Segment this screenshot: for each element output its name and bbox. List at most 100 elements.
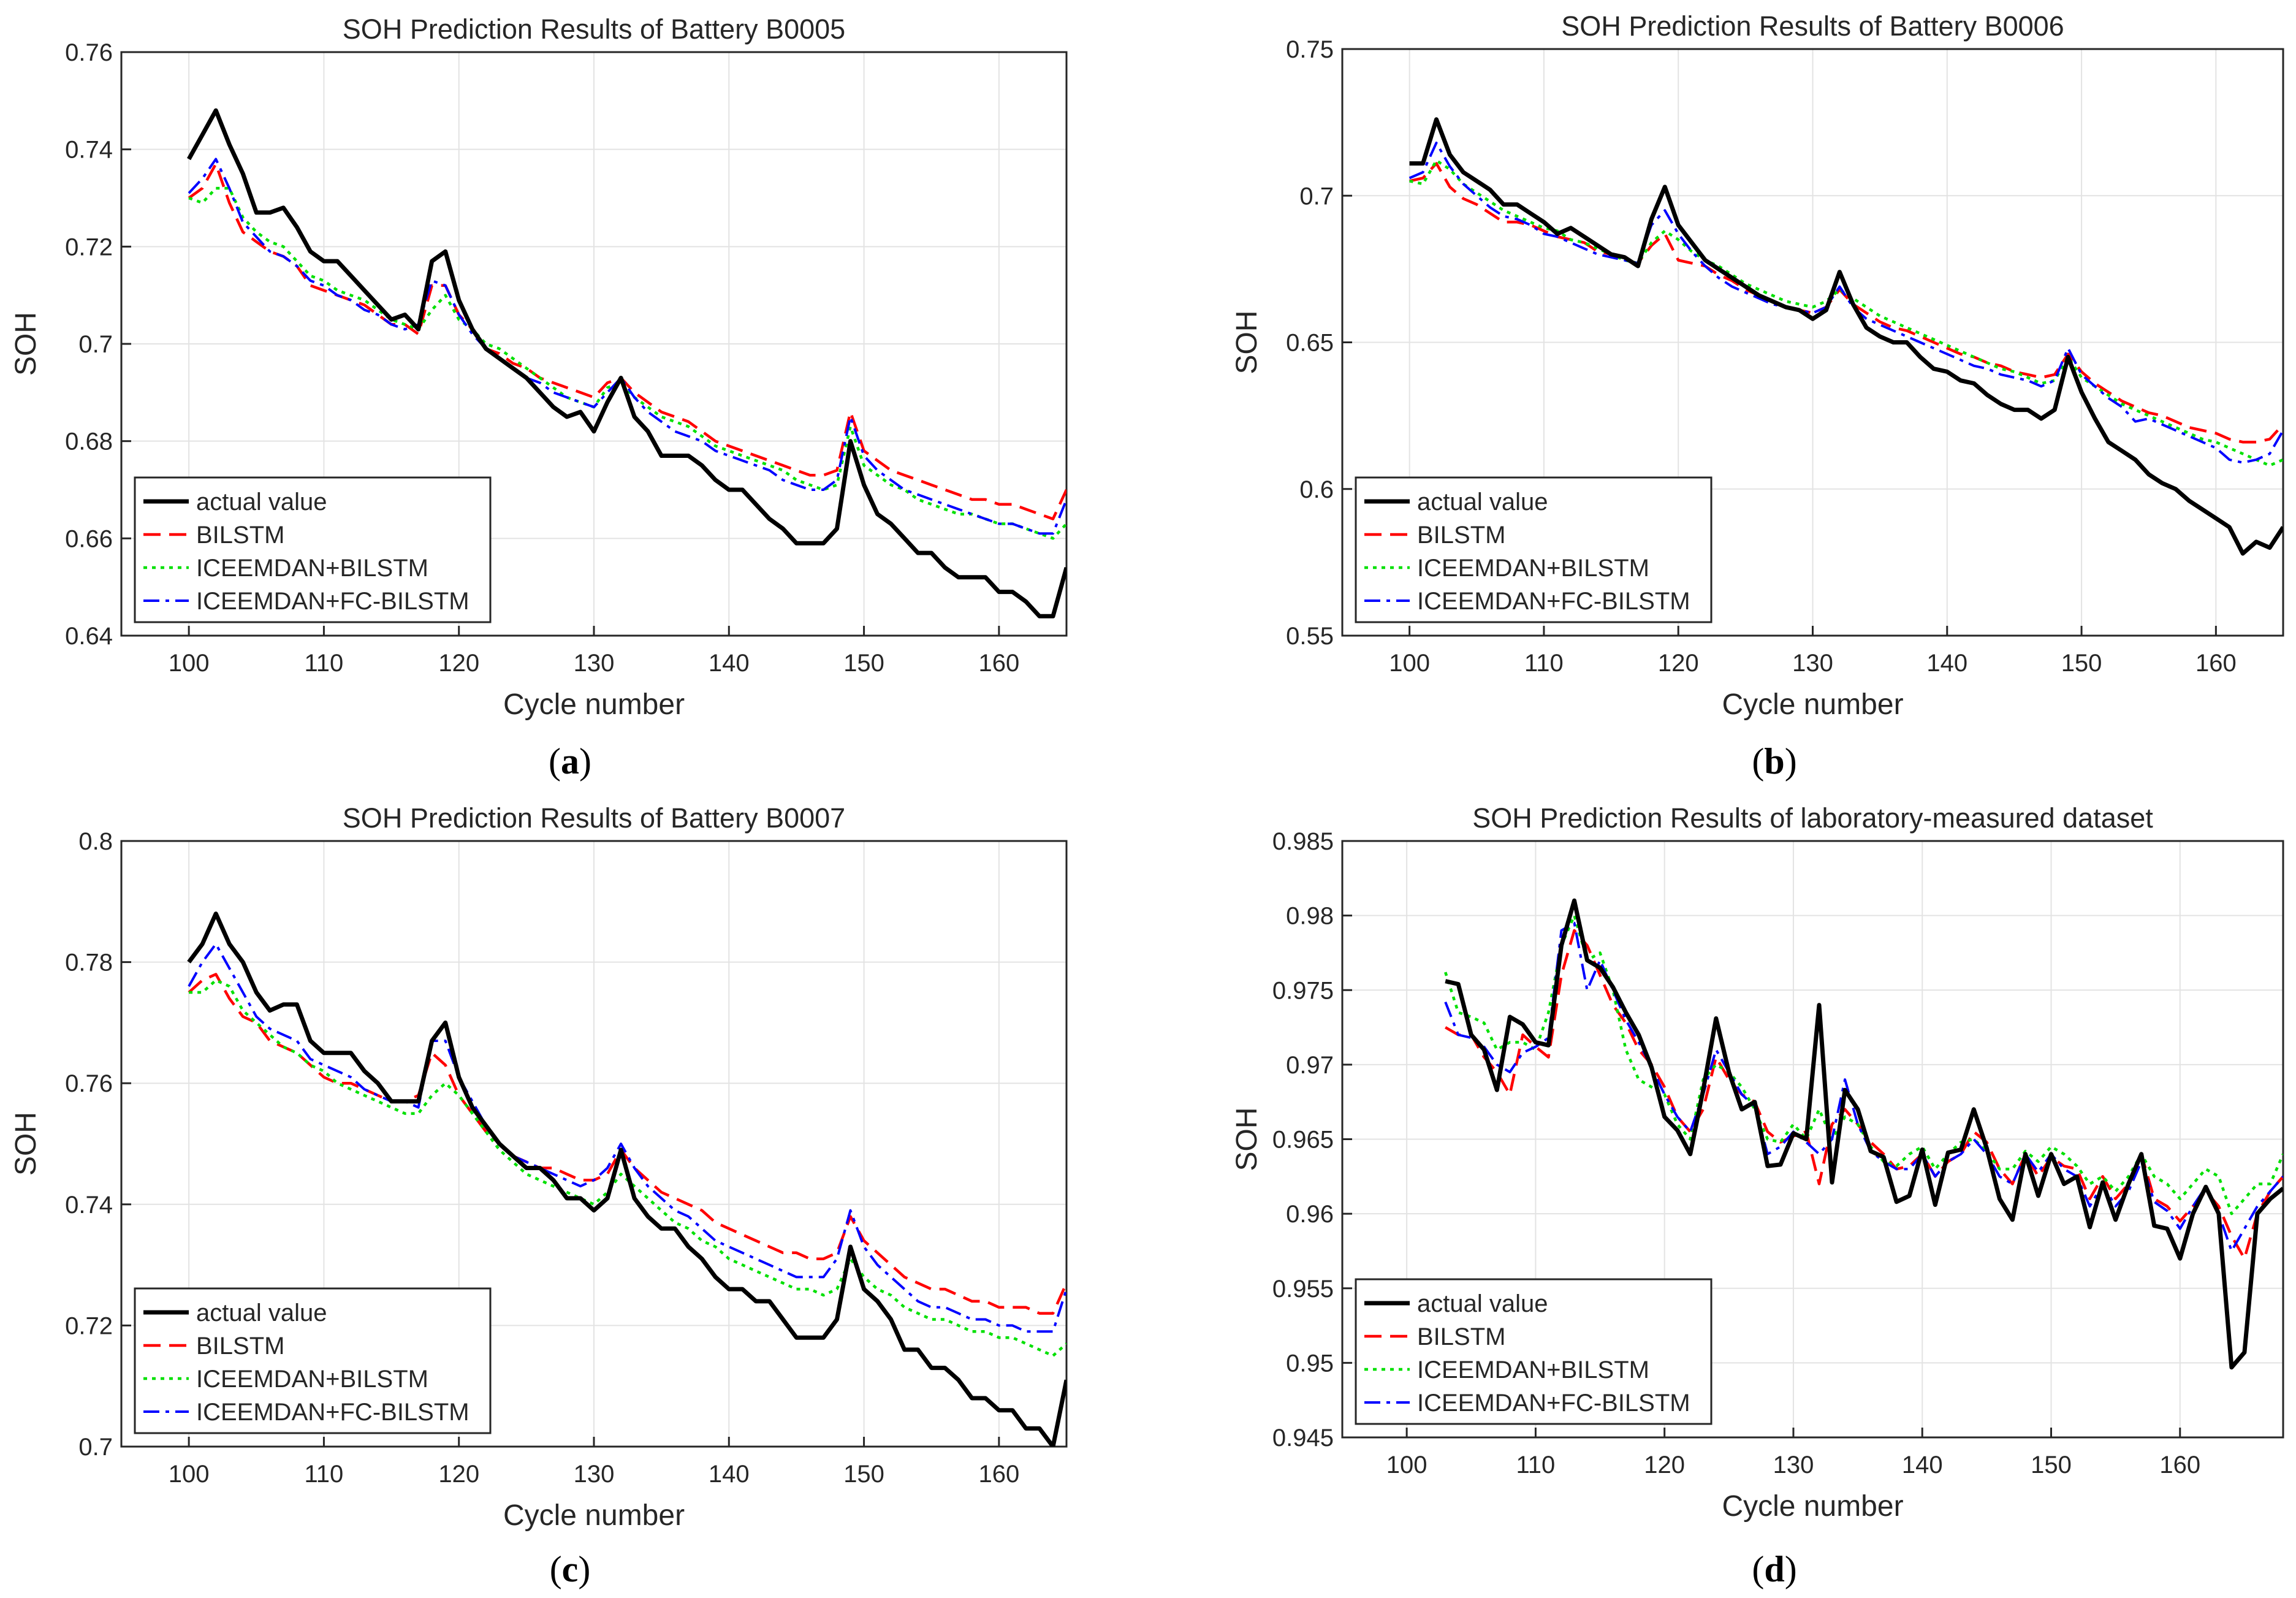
chart-c-legend-label: BILSTM [196,1333,284,1360]
chart-a-x-tick-label: 100 [169,650,210,677]
chart-b-y-axis-label: SOH [1231,310,1263,374]
chart-a-legend-label: BILSTM [196,522,284,549]
chart-c-legend-label: ICEEMDAN+FC-BILSTM [196,1399,469,1426]
chart-c-legend-label: ICEEMDAN+BILSTM [196,1366,428,1393]
chart-d-y-tick-label: 0.95 [1286,1350,1334,1377]
chart-d-x-tick-label: 110 [1516,1452,1556,1478]
chart-d-y-tick-label: 0.98 [1286,903,1334,930]
chart-d-caption-letter: d [1764,1549,1784,1589]
chart-c-x-tick-label: 160 [978,1461,1019,1488]
chart-b-title: SOH Prediction Results of Battery B0006 [1561,10,2064,42]
chart-c-x-tick-label: 150 [843,1461,884,1488]
chart-d-y-tick-label: 0.985 [1272,828,1334,855]
chart-c-y-tick-label: 0.72 [65,1312,113,1339]
chart-b-x-tick-label: 130 [1792,650,1833,677]
chart-c-y-tick-label: 0.78 [65,949,113,976]
chart-b-series-line-iceemdan-fc-bilstm [1408,142,2283,464]
chart-b-x-tick-label: 160 [2195,650,2237,677]
chart-c-y-tick-label: 0.74 [65,1192,113,1219]
chart-d-y-tick-label: 0.955 [1272,1276,1334,1303]
chart-b-legend-box [1355,476,1712,623]
chart-b-legend-label: actual value [1417,489,1548,516]
chart-b-y-tick-label: 0.55 [1286,623,1334,650]
chart-d-x-tick-label: 150 [2031,1452,2072,1478]
chart-a-x-tick-label: 140 [709,650,750,677]
chart-a-y-tick-label: 0.72 [65,234,113,261]
chart-c-legend: actual value BILSTM ICEEMDAN+BILSTM ICEEMDA… [134,1287,492,1434]
chart-b-y-tick-label: 0.6 [1299,476,1334,503]
chart-c-x-tick-label: 110 [305,1461,344,1488]
chart-d-legend-label: actual value [1417,1290,1548,1317]
chart-c-caption-letter: c [562,1549,579,1589]
chart-d-x-tick-label: 120 [1644,1452,1685,1478]
chart-a-caption-letter: a [561,741,579,782]
chart-b-x-tick-label: 110 [1524,650,1564,677]
chart-a-x-tick-label: 150 [843,650,884,677]
chart-panel-d: 100 110 120 130 140 150 160 0.945 0.95 0.955 0.96 0… [1231,802,2284,1589]
chart-panel-a: 100 110 120 130 140 150 160 0.64 0.66 0.68 0.7 0.72… [10,13,1068,782]
chart-c-x-tick-label: 130 [574,1461,615,1488]
chart-d-legend-label: ICEEMDAN+FC-BILSTM [1417,1390,1690,1417]
chart-c-x-tick-label: 120 [438,1461,479,1488]
chart-a-legend-label: actual value [196,489,327,516]
chart-b-caption: (b) [1752,741,1796,782]
chart-c-caption: (c) [550,1549,591,1589]
chart-d-y-tick-label: 0.96 [1286,1201,1334,1228]
chart-c-title: SOH Prediction Results of Battery B0007 [343,802,845,834]
chart-a-x-tick-label: 160 [978,650,1019,677]
chart-b-caption-close: ) [1785,741,1797,782]
chart-d-y-axis-label: SOH [1231,1107,1263,1171]
chart-d-legend: actual value BILSTM ICEEMDAN+BILSTM ICEEMDA… [1355,1278,1712,1425]
chart-c-caption-open: ( [550,1549,562,1589]
chart-a-x-tick-label: 130 [574,650,615,677]
chart-b-y-tick-label: 0.75 [1286,36,1334,63]
chart-d-series-line-iceemdan-fc-bilstm [1444,921,2283,1252]
chart-b-legend-label: ICEEMDAN+BILSTM [1417,555,1649,582]
chart-c-series-line-iceemdan-fc-bilstm [188,943,1066,1333]
chart-a-y-tick-label: 0.74 [65,137,113,164]
chart-c-x-tick-label: 100 [169,1461,210,1488]
chart-b-legend-label: BILSTM [1417,522,1505,549]
chart-a-caption-close: ) [579,741,591,782]
chart-a-x-tick-label: 110 [305,650,344,677]
chart-d-y-tick-label: 0.975 [1272,977,1334,1004]
chart-a-y-tick-label: 0.66 [65,525,113,552]
chart-d-x-tick-label: 100 [1386,1452,1427,1478]
chart-a-y-tick-label: 0.68 [65,428,113,455]
chart-d-y-tick-label: 0.945 [1272,1425,1334,1452]
chart-b-x-tick-label: 120 [1658,650,1699,677]
chart-a-y-axis-label: SOH [10,312,42,376]
chart-d-caption-open: ( [1752,1549,1764,1589]
chart-c-y-axis-label: SOH [10,1112,42,1176]
chart-b-y-tick-label: 0.65 [1286,330,1334,357]
chart-d-x-tick-label: 130 [1773,1452,1814,1478]
chart-d-caption-close: ) [1785,1549,1797,1589]
chart-b-x-axis-label: Cycle number [1722,688,1903,721]
chart-d-caption: (d) [1752,1549,1796,1589]
chart-b-y-tick-label: 0.7 [1299,183,1334,210]
chart-a-caption-open: ( [549,741,561,782]
chart-c-x-tick-label: 140 [709,1461,750,1488]
chart-a-legend: actual value BILSTM ICEEMDAN+BILSTM ICEEMDA… [134,476,492,623]
chart-a-y-tick-label: 0.76 [65,39,113,66]
chart-c-x-axis-label: Cycle number [503,1499,685,1532]
chart-b-caption-open: ( [1752,741,1764,782]
chart-a-legend-label: ICEEMDAN+BILSTM [196,555,428,582]
chart-a-series-line-actual-value [187,108,1066,618]
chart-a-legend-box [134,476,492,623]
chart-a-caption: (a) [549,741,591,782]
chart-a-series-line-iceemdan-bilstm [188,186,1066,540]
chart-d-y-tick-label: 0.965 [1272,1127,1334,1154]
chart-c-series-line-bilstm [188,973,1066,1315]
chart-b-caption-letter: b [1764,741,1784,782]
chart-a-series-line-iceemdan-fc-bilstm [188,158,1066,535]
chart-c-legend-label: actual value [196,1299,327,1326]
chart-d-legend-label: ICEEMDAN+BILSTM [1417,1356,1649,1383]
chart-c-y-tick-label: 0.8 [78,828,113,855]
chart-b-legend-label: ICEEMDAN+FC-BILSTM [1417,588,1690,615]
chart-panel-c: 100 110 120 130 140 150 160 0.7 0.72 0.74 0.76 0.78… [10,802,1068,1589]
chart-c-legend-box [134,1287,492,1434]
chart-c-y-tick-label: 0.76 [65,1070,113,1097]
chart-c-y-tick-label: 0.7 [78,1434,113,1461]
